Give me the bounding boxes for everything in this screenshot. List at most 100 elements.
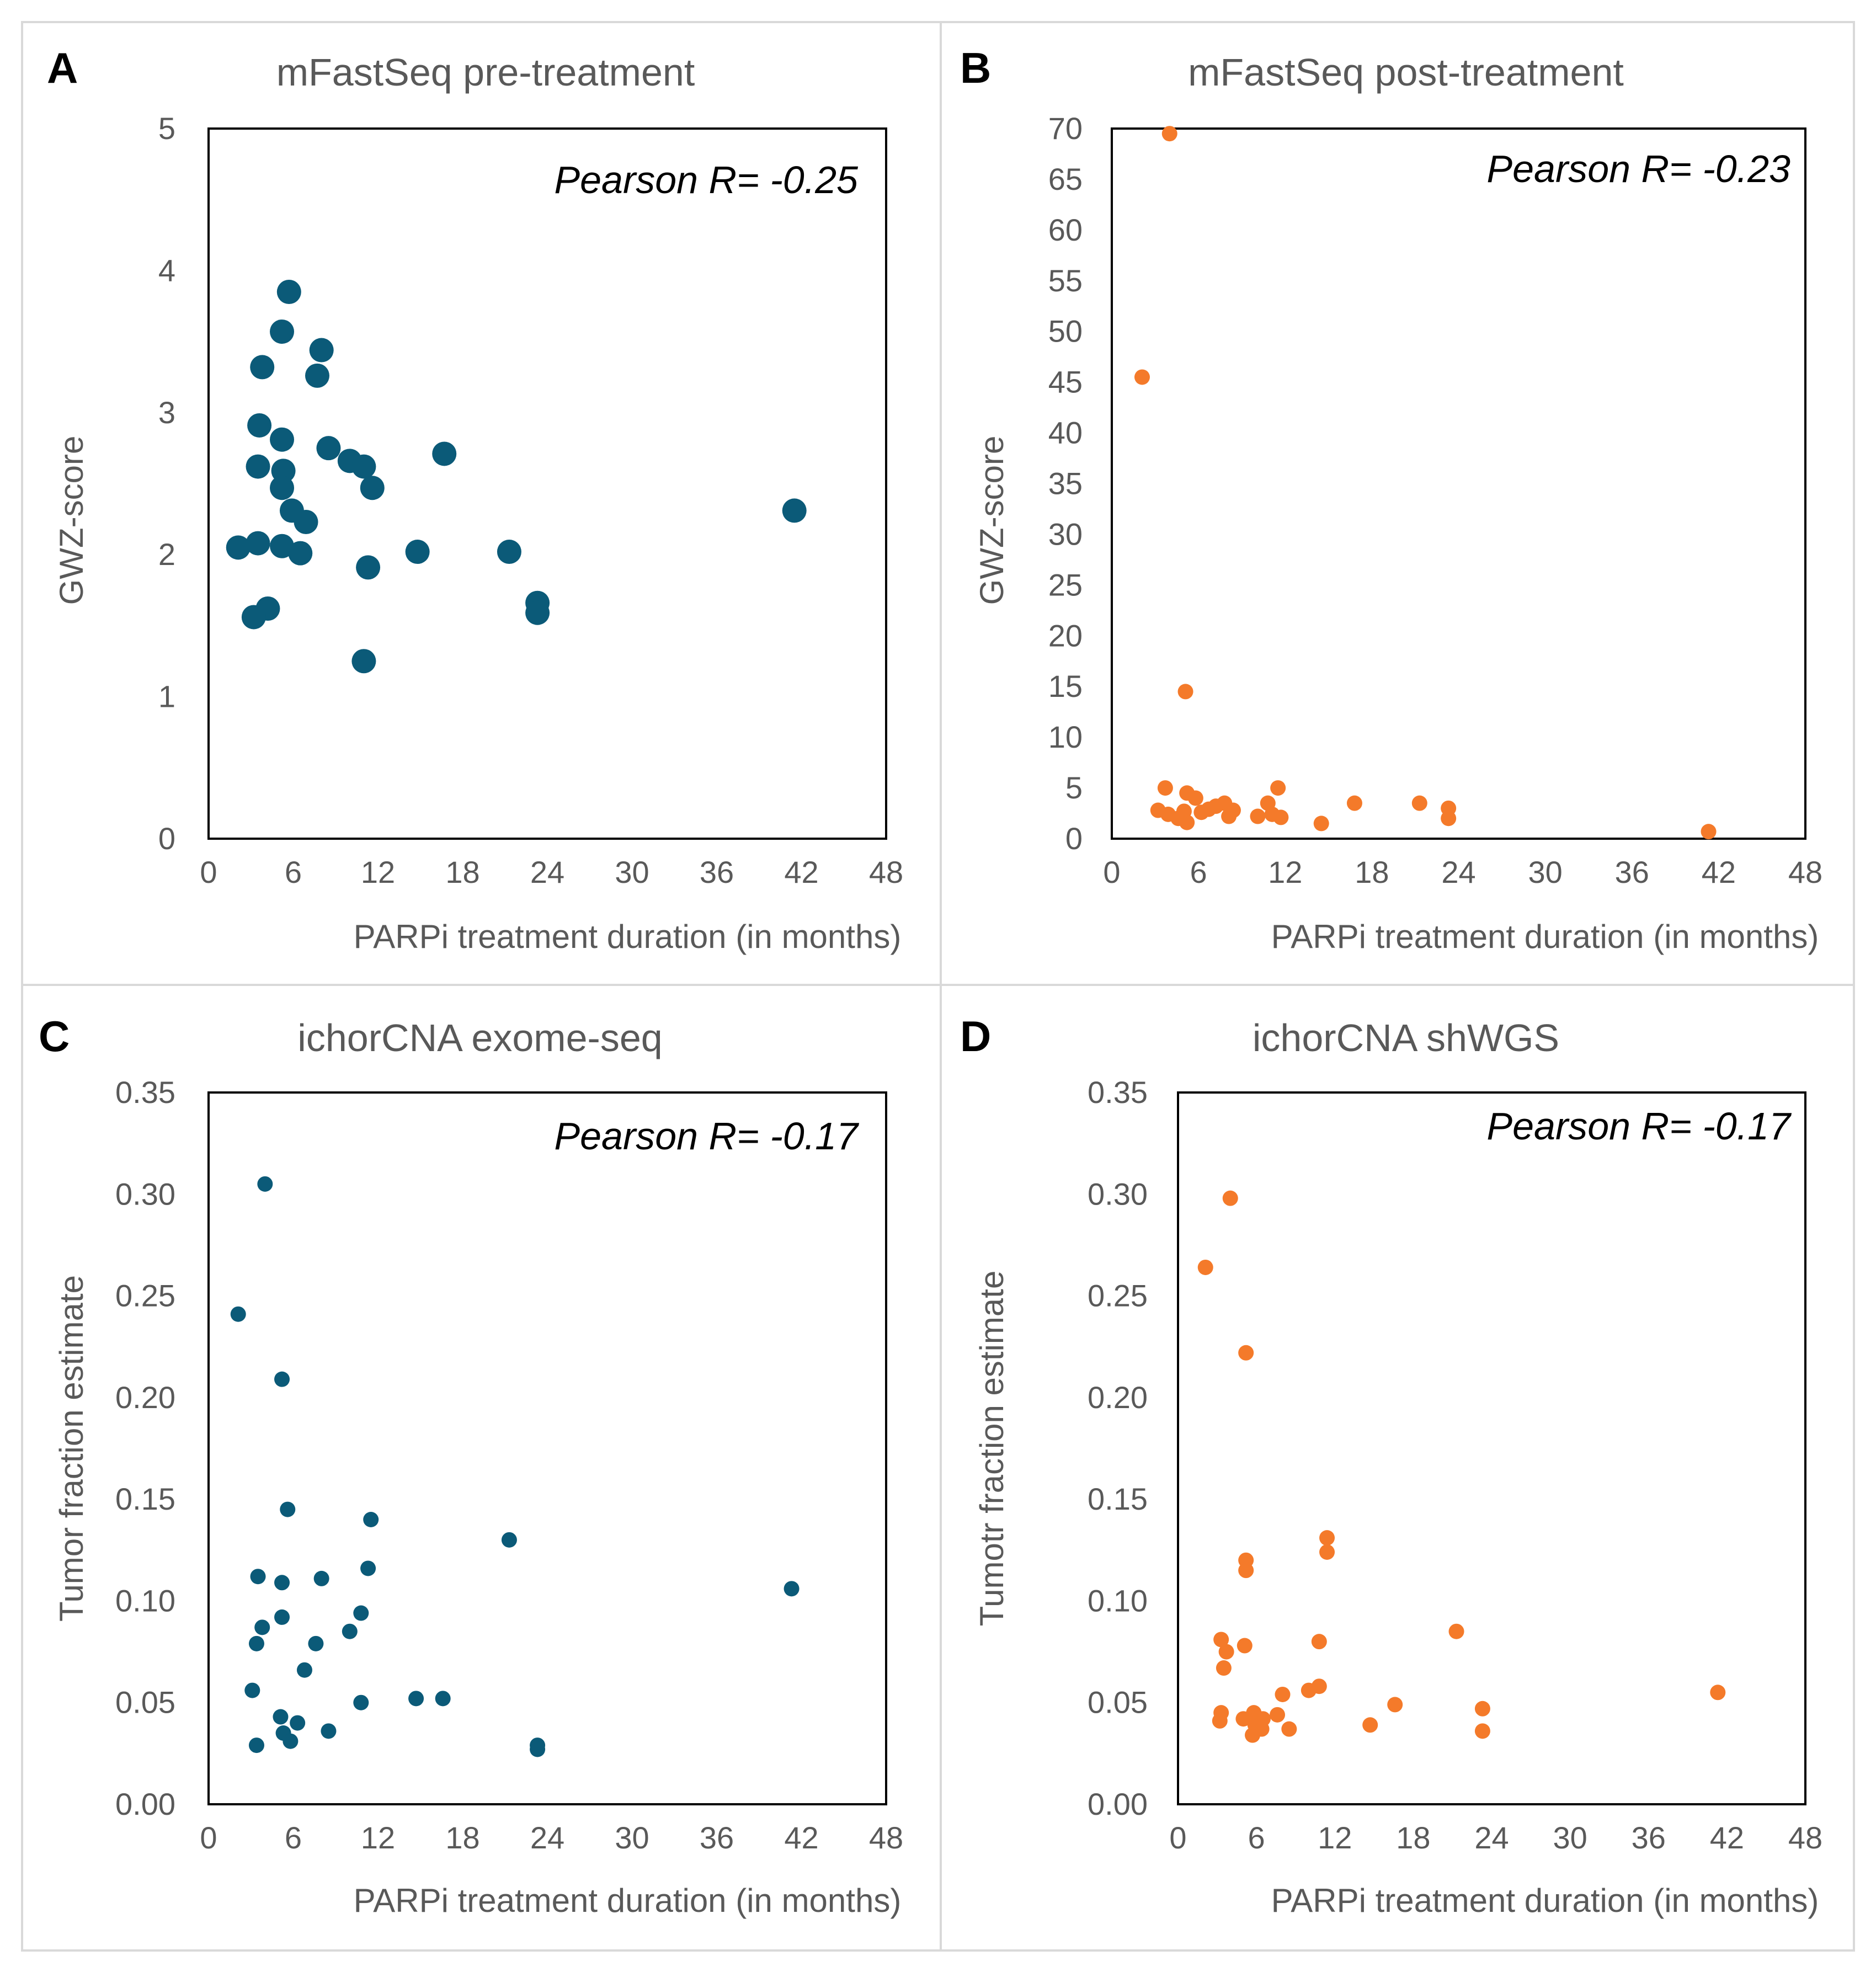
- panel-d-xtick-label: 18: [1396, 1820, 1430, 1855]
- panel-d-title: ichorCNA shWGS: [1253, 1016, 1559, 1059]
- panel-c-data-point: [274, 1575, 290, 1591]
- panel-a-data-point: [247, 413, 272, 438]
- panel-b: B mFastSeq post-treatment 0 5 10 15 20 25 30 35…: [940, 21, 1855, 986]
- panel-a-data-point: [250, 355, 275, 380]
- panel-d-data-point: [1197, 1259, 1213, 1275]
- panel-c-data-point: [283, 1733, 299, 1749]
- panel-a-xtick-label: 30: [615, 855, 649, 889]
- panel-c-data-point: [280, 1501, 296, 1517]
- panel-c-xtick-label: 12: [361, 1820, 395, 1855]
- panel-d-points: [1197, 1190, 1726, 1743]
- panel-d-plot-frame: [1177, 1091, 1806, 1805]
- panel-d-data-point: [1212, 1713, 1228, 1729]
- panel-d-data-point: [1237, 1638, 1253, 1654]
- panel-b-data-point: [1157, 780, 1173, 796]
- panel-b-letter: B: [960, 44, 991, 92]
- panel-c-data-point: [290, 1715, 306, 1731]
- panel-c-data-point: [313, 1570, 329, 1586]
- panel-b-data-point: [1170, 811, 1186, 827]
- panel-b-data-point: [1134, 369, 1150, 385]
- panel-a-pearson-annotation: Pearson R= -0.25: [554, 158, 859, 201]
- panel-a-data-point: [305, 363, 329, 388]
- panel-d-data-point: [1301, 1682, 1317, 1698]
- panel-a-data-point: [782, 498, 807, 523]
- panel-d-data-point: [1213, 1632, 1229, 1648]
- panel-b-xtick-label: 6: [1190, 855, 1207, 889]
- panel-d-ytick-label: 0.15: [1088, 1481, 1148, 1516]
- panel-a-plot-frame: [207, 127, 887, 840]
- panel-d-data-point: [1275, 1686, 1291, 1702]
- panel-a-data-point: [360, 476, 385, 500]
- panel-d-data-point: [1362, 1717, 1378, 1733]
- panel-b-ytick-label: 70: [1048, 111, 1083, 146]
- panel-c-data-point: [250, 1569, 266, 1585]
- panel-a-yticks: 0 1 2 3 4 5: [158, 111, 175, 856]
- panel-a-data-point: [294, 509, 318, 534]
- panel-d-data-point: [1311, 1634, 1327, 1650]
- panel-a-data-point: [270, 319, 295, 344]
- panel-b-data-point: [1701, 824, 1717, 840]
- panel-a-data-point: [316, 436, 341, 461]
- panel-b-xtick-label: 36: [1615, 855, 1649, 889]
- panel-d-data-point: [1238, 1345, 1254, 1361]
- panel-a-ylabel: GWZ-score: [53, 436, 90, 605]
- panel-d-ytick-label: 0.00: [1088, 1787, 1148, 1821]
- panel-b-ytick-label: 15: [1048, 669, 1083, 703]
- panel-c-ytick-label: 0.15: [115, 1481, 175, 1516]
- panel-a-data-point: [276, 280, 301, 305]
- panel-b-data-point: [1221, 808, 1237, 824]
- panel-d-data-point: [1270, 1707, 1286, 1723]
- panel-d-data-point: [1319, 1530, 1335, 1546]
- panel-b-data-point: [1411, 795, 1427, 811]
- panel-a-xtick-label: 36: [700, 855, 734, 889]
- panel-c-data-point: [273, 1709, 289, 1725]
- panel-a-letter: A: [47, 44, 78, 92]
- panel-c-ytick-label: 0.10: [115, 1583, 175, 1618]
- panel-c-xtick-label: 6: [285, 1820, 302, 1855]
- panel-a-xtick-label: 0: [200, 855, 217, 889]
- panel-c-data-point: [360, 1560, 376, 1576]
- panel-c-data-point: [353, 1605, 369, 1621]
- panel-b-data-point: [1313, 816, 1329, 832]
- panel-c-xtick-label: 42: [784, 1820, 818, 1855]
- panel-a-data-point: [497, 540, 521, 564]
- panel-b-ytick-label: 45: [1048, 365, 1083, 399]
- panel-c-ytick-label: 0.00: [115, 1787, 175, 1821]
- panel-d-xtick-label: 30: [1553, 1820, 1587, 1855]
- panel-b-data-point: [1346, 795, 1362, 811]
- panel-b-ytick-label: 30: [1048, 516, 1083, 551]
- panel-d-data-point: [1216, 1660, 1232, 1676]
- panel-c-points: [230, 1176, 800, 1757]
- panel-a-data-point: [356, 555, 381, 580]
- panel-a-ytick-label: 0: [158, 821, 175, 856]
- panel-c-ytick-label: 0.35: [115, 1075, 175, 1110]
- panel-b-ylabel: GWZ-score: [973, 436, 1010, 605]
- panel-a-xtick-label: 6: [285, 855, 302, 889]
- panel-c-data-point: [274, 1609, 290, 1625]
- panel-c-letter: C: [39, 1012, 70, 1060]
- panel-b-ytick-label: 65: [1048, 162, 1083, 196]
- panel-a-ytick-label: 4: [158, 253, 175, 287]
- panel-a-xticks: 0 6 12 18 24 30 36 42 48: [200, 855, 903, 889]
- panel-d-xtick-label: 0: [1169, 1820, 1186, 1855]
- panel-d-xlabel: PARPi treatment duration (in months): [1271, 1882, 1819, 1919]
- panel-c-data-point: [257, 1176, 273, 1192]
- panel-b-title: mFastSeq post-treatment: [1188, 51, 1624, 94]
- panel-b-data-point: [1250, 808, 1266, 824]
- panel-a-data-point: [270, 534, 295, 558]
- panel-d-xtick-label: 42: [1710, 1820, 1744, 1855]
- panel-c-data-point: [342, 1623, 358, 1639]
- panel-d-ylabel: Tumotr fraction estimate: [973, 1271, 1010, 1627]
- panel-d-ytick-label: 0.20: [1088, 1380, 1148, 1415]
- panel-d-data-point: [1238, 1563, 1254, 1579]
- panel-c-xtick-label: 0: [200, 1820, 217, 1855]
- panel-b-data-point: [1201, 801, 1217, 817]
- panel-d-data-point: [1387, 1697, 1403, 1713]
- panel-d-pearson-annotation: Pearson R= -0.17: [1486, 1105, 1792, 1148]
- panel-a-ytick-label: 3: [158, 395, 175, 430]
- panel-b-plot-frame: [1111, 127, 1806, 840]
- panel-b-xtick-label: 12: [1268, 855, 1302, 889]
- panel-c-ytick-label: 0.25: [115, 1278, 175, 1313]
- panel-a-xtick-label: 48: [869, 855, 903, 889]
